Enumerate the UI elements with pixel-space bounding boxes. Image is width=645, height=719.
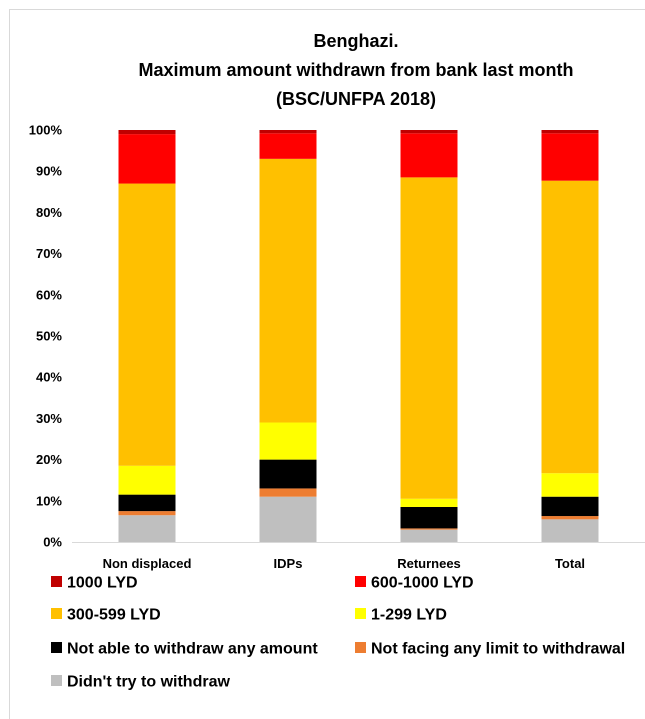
y-tick-label: 20%	[36, 452, 62, 467]
x-category-label: Returnees	[397, 556, 461, 571]
x-category-label: Non displaced	[103, 556, 192, 571]
y-tick-label: 90%	[36, 164, 62, 179]
y-tick-label: 10%	[36, 493, 62, 508]
y-tick-label: 40%	[36, 370, 62, 385]
y-tick-label: 0%	[43, 535, 62, 550]
legend-swatch	[51, 608, 62, 619]
bar-segment	[400, 130, 458, 134]
bar-segment	[400, 529, 458, 542]
x-category-label: Total	[555, 556, 585, 571]
legend-item: Not facing any limit to withdrawal	[355, 641, 625, 658]
bar-segment	[259, 422, 317, 460]
x-category-label: IDPs	[274, 556, 303, 571]
legend-swatch	[51, 675, 62, 686]
y-tick-label: 30%	[36, 411, 62, 426]
bars	[118, 130, 599, 542]
stacked-bar-chart: Benghazi. Maximum amount withdrawn from b…	[29, 31, 645, 691]
bar-segment	[259, 496, 317, 542]
chart-title-line: (BSC/UNFPA 2018)	[276, 89, 436, 109]
legend-item: Not able to withdraw any amount	[51, 641, 318, 658]
legend-item: 600-1000 LYD	[355, 575, 474, 592]
bar-segment	[259, 158, 317, 423]
chart-title-line: Maximum amount withdrawn from bank last …	[138, 60, 573, 80]
bar-segment	[541, 496, 599, 517]
legend-label: Not able to withdraw any amount	[67, 641, 318, 658]
legend-swatch	[51, 576, 62, 587]
bar-segment	[259, 133, 317, 159]
y-tick-label: 100%	[29, 123, 63, 138]
legend-item: Didn't try to withdraw	[51, 674, 230, 691]
bar-segment	[118, 515, 176, 542]
bar-segment	[541, 130, 599, 134]
legend-item: 1-299 LYD	[355, 607, 447, 624]
bar-segment	[118, 183, 176, 466]
chart-title: Benghazi. Maximum amount withdrawn from b…	[138, 31, 573, 109]
bar-segment	[118, 465, 176, 495]
bar-segment	[541, 516, 599, 520]
legend-label: 300-599 LYD	[67, 607, 161, 624]
legend-label: 1-299 LYD	[371, 607, 447, 624]
y-tick-label: 50%	[36, 329, 62, 344]
y-tick-label: 60%	[36, 287, 62, 302]
bar-segment	[400, 506, 458, 529]
legend-item: 1000 LYD	[51, 575, 138, 592]
legend-label: Not facing any limit to withdrawal	[371, 641, 625, 658]
bar-segment	[118, 134, 176, 184]
bar-segment	[541, 180, 599, 474]
legend-label: 1000 LYD	[67, 575, 138, 592]
legend-swatch	[355, 576, 366, 587]
bar-segment	[259, 130, 317, 134]
bar-segment	[118, 130, 176, 135]
legend-item: 300-599 LYD	[51, 607, 161, 624]
legend-swatch	[355, 642, 366, 653]
legend-label: 600-1000 LYD	[371, 575, 474, 592]
bar-segment	[400, 177, 458, 499]
legend-swatch	[51, 642, 62, 653]
bar-segment	[400, 528, 458, 530]
bar-segment	[400, 133, 458, 178]
bar-segment	[400, 498, 458, 507]
y-axis: 0% 10% 20% 30% 40% 50% 60% 70% 80% 90% 100%	[29, 123, 63, 550]
legend-swatch	[355, 608, 366, 619]
y-tick-label: 80%	[36, 205, 62, 220]
chart-frame	[9, 9, 645, 719]
bar-segment	[118, 511, 176, 516]
x-axis: Non displaced IDPs Returnees Total	[72, 542, 645, 571]
bar-segment	[259, 459, 317, 489]
y-tick-label: 70%	[36, 246, 62, 261]
bar-segment	[541, 133, 599, 181]
legend: 1000 LYD 600-1000 LYD 300-599 LYD 1-299 LYD…	[51, 575, 625, 691]
chart-title-line: Benghazi.	[313, 31, 398, 51]
bar-segment	[541, 473, 599, 497]
legend-label: Didn't try to withdraw	[67, 674, 230, 691]
bar-segment	[118, 494, 176, 512]
bar-segment	[259, 488, 317, 497]
bar-segment	[541, 519, 599, 542]
